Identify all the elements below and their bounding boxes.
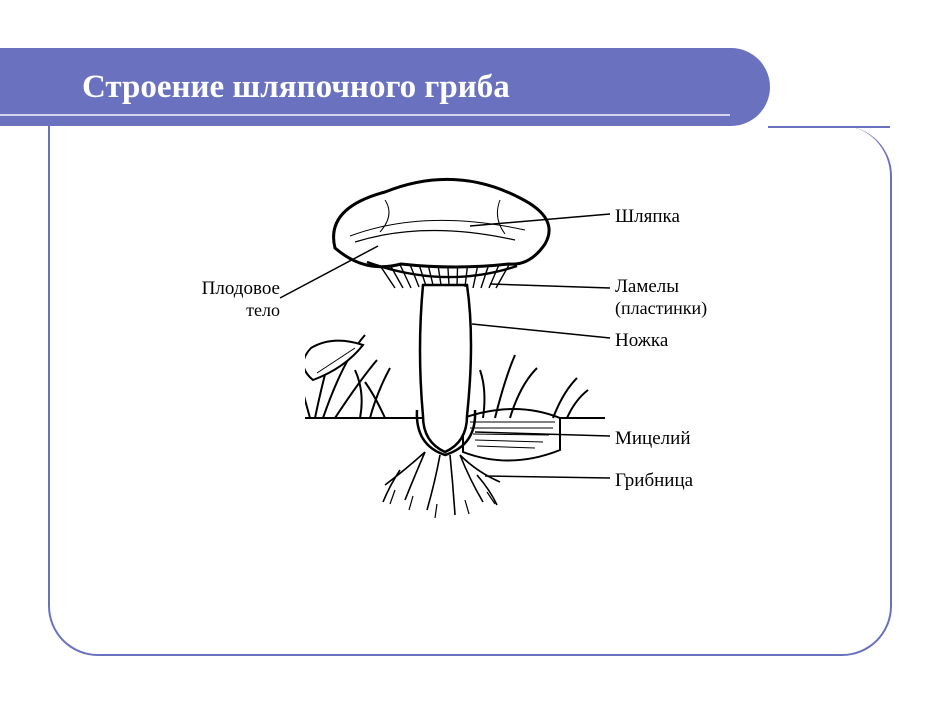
label-lamellae-l2: (пластинки) — [615, 298, 707, 319]
label-cap: Шляпка — [615, 206, 680, 228]
label-fruit-body: Плодовое тело — [160, 278, 280, 321]
label-mycelium: Мицелий — [615, 428, 690, 450]
label-fruit-body-l1: Плодовое — [202, 278, 280, 299]
title-band: Строение шляпочного гриба — [0, 48, 770, 126]
slide-title: Строение шляпочного гриба — [82, 69, 510, 106]
label-fruit-body-l2: тело — [160, 300, 280, 321]
label-spawn: Грибница — [615, 470, 693, 492]
label-lamellae: Ламелы (пластинки) — [615, 276, 707, 319]
title-underline — [0, 114, 730, 116]
mushroom-illustration — [305, 170, 605, 530]
label-stipe: Ножка — [615, 330, 668, 352]
mushroom-diagram: Плодовое тело Шляпка Ламелы (пластинки) … — [160, 170, 800, 570]
slide: Строение шляпочного гриба Плодовое тело … — [0, 0, 940, 705]
label-lamellae-l1: Ламелы — [615, 276, 679, 297]
